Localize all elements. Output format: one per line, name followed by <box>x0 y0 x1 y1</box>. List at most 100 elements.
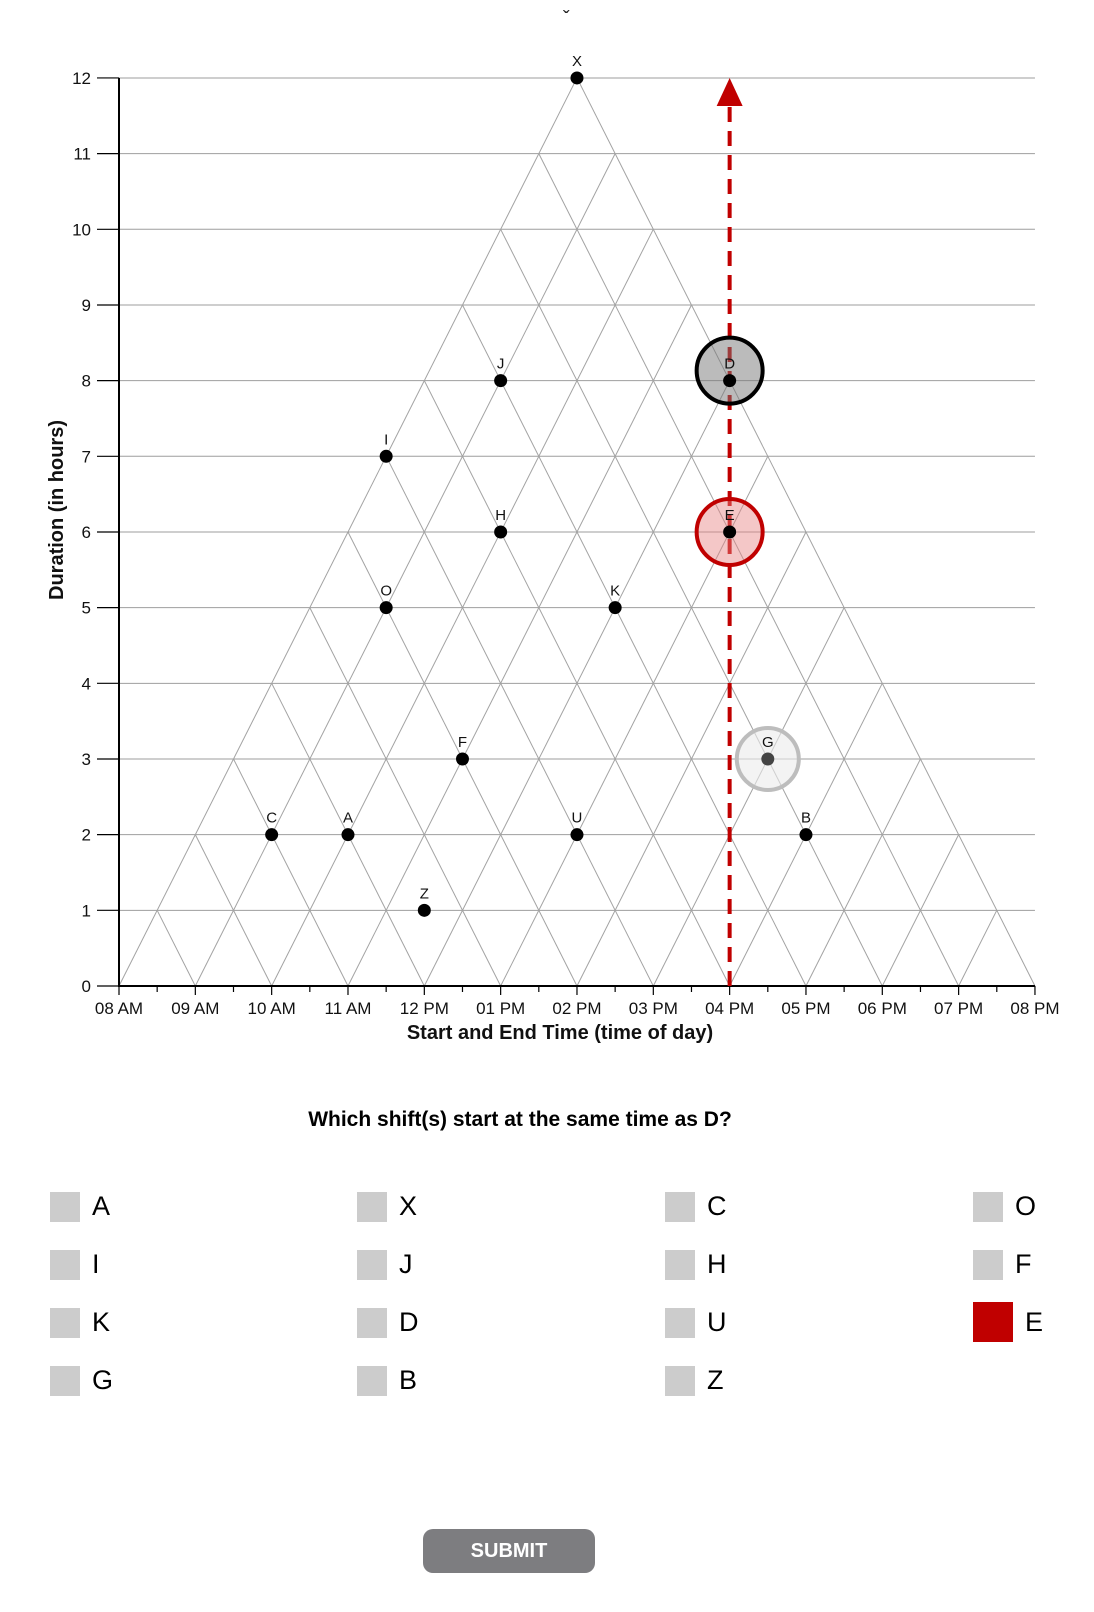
option-label: B <box>399 1365 418 1395</box>
point-J <box>494 374 508 388</box>
submit-button[interactable]: SUBMIT <box>423 1529 595 1573</box>
y-tick-label: 3 <box>82 750 91 769</box>
option-checkbox[interactable] <box>50 1249 80 1280</box>
grid-diagonal-line <box>309 607 502 987</box>
point-label-C: C <box>266 810 277 827</box>
grid-diagonal-line <box>576 77 1036 987</box>
option-label: A <box>92 1191 111 1221</box>
option-checkbox[interactable] <box>357 1249 387 1280</box>
x-tick-label: 07 PM <box>934 999 983 1018</box>
option-label: D <box>399 1307 419 1337</box>
option-O[interactable]: O <box>973 1191 1036 1222</box>
option-G[interactable]: G <box>50 1365 113 1396</box>
option-A[interactable]: A <box>50 1191 110 1222</box>
grid-diagonal-line <box>194 153 616 987</box>
point-B <box>799 828 813 842</box>
option-checkbox[interactable] <box>357 1365 387 1396</box>
option-H[interactable]: H <box>665 1249 727 1280</box>
point-F <box>455 752 469 766</box>
x-tick-label: 03 PM <box>629 999 678 1018</box>
grid-diagonal-line <box>462 304 807 987</box>
point-layer: X J D I H E O K F G C A U B Z <box>265 53 813 917</box>
option-label: U <box>707 1307 727 1337</box>
y-tick-label: 9 <box>82 296 91 315</box>
option-U[interactable]: U <box>665 1307 727 1338</box>
grid-diagonal-line <box>652 607 845 987</box>
point-O <box>379 601 393 615</box>
point-label-G: G <box>762 734 774 751</box>
option-K[interactable]: K <box>50 1307 110 1338</box>
y-tick-label: 11 <box>73 145 91 164</box>
option-D[interactable]: D <box>357 1307 419 1338</box>
point-label-I: I <box>384 431 388 448</box>
point-label-K: K <box>610 583 620 600</box>
option-E[interactable]: E <box>973 1302 1043 1342</box>
point-label-X: X <box>572 53 582 70</box>
point-D <box>723 374 737 388</box>
grid-diagonal-line <box>538 153 960 987</box>
focus-ring-D <box>694 335 765 406</box>
option-C[interactable]: C <box>665 1191 727 1222</box>
chart-grid <box>118 77 1036 987</box>
point-label-Z: Z <box>420 885 429 902</box>
guide-line-layer <box>716 77 743 986</box>
question-text: Which shift(s) start at the same time as… <box>308 1108 732 1131</box>
option-checkbox[interactable] <box>665 1307 695 1338</box>
option-label: O <box>1015 1191 1037 1221</box>
grid-diagonal-line <box>500 229 883 987</box>
point-A <box>341 828 355 842</box>
point-label-E: E <box>725 507 735 524</box>
y-tick-label: 2 <box>82 826 91 845</box>
point-label-H: H <box>495 507 506 524</box>
option-label: Z <box>707 1365 724 1395</box>
y-tick-label: 12 <box>72 69 91 88</box>
option-checkbox[interactable] <box>357 1191 387 1222</box>
point-K <box>608 601 622 615</box>
y-tick-label: 1 <box>82 901 91 920</box>
point-C <box>265 828 279 842</box>
point-label-J: J <box>497 356 505 373</box>
option-X[interactable]: X <box>357 1191 417 1222</box>
grid-diagonal-line <box>385 456 654 987</box>
option-checkbox[interactable] <box>973 1249 1003 1280</box>
option-label: H <box>707 1249 727 1279</box>
grid-diagonal-line <box>156 910 196 987</box>
point-label-D: D <box>724 356 735 373</box>
option-checkbox[interactable] <box>50 1307 80 1338</box>
point-Z <box>417 903 431 917</box>
x-tick-label: 04 PM <box>705 999 754 1018</box>
option-checkbox[interactable] <box>665 1249 695 1280</box>
x-tick-label: 12 PM <box>400 999 449 1018</box>
point-U <box>570 828 584 842</box>
x-tick-label: 11 AM <box>325 999 372 1018</box>
option-checkbox[interactable] <box>973 1191 1003 1222</box>
option-Z[interactable]: Z <box>665 1365 724 1396</box>
x-tick-label: 06 PM <box>858 999 907 1018</box>
y-tick-label: 7 <box>82 447 91 466</box>
option-label: I <box>92 1249 100 1279</box>
option-checkbox[interactable] <box>665 1365 695 1396</box>
option-I[interactable]: I <box>50 1249 100 1280</box>
collapse-caret-icon[interactable]: ˇ <box>563 8 570 30</box>
option-F[interactable]: F <box>973 1249 1032 1280</box>
option-J[interactable]: J <box>357 1249 413 1280</box>
point-label-A: A <box>343 810 353 827</box>
x-tick-label: 10 AM <box>248 999 296 1018</box>
option-label: F <box>1015 1249 1032 1279</box>
y-tick-label: 10 <box>72 220 91 239</box>
option-checkbox[interactable] <box>357 1307 387 1338</box>
y-tick-label: 5 <box>82 599 91 618</box>
option-label: X <box>399 1191 418 1221</box>
option-checkbox[interactable] <box>50 1365 80 1396</box>
option-B[interactable]: B <box>357 1365 417 1396</box>
grid-diagonal-line <box>805 758 921 987</box>
option-checkbox[interactable] <box>973 1302 1013 1342</box>
point-label-O: O <box>380 583 392 600</box>
option-checkbox[interactable] <box>665 1191 695 1222</box>
option-label: J <box>399 1249 413 1279</box>
x-tick-label: 09 AM <box>171 999 219 1018</box>
point-label-F: F <box>458 734 467 751</box>
option-checkbox[interactable] <box>50 1191 80 1222</box>
